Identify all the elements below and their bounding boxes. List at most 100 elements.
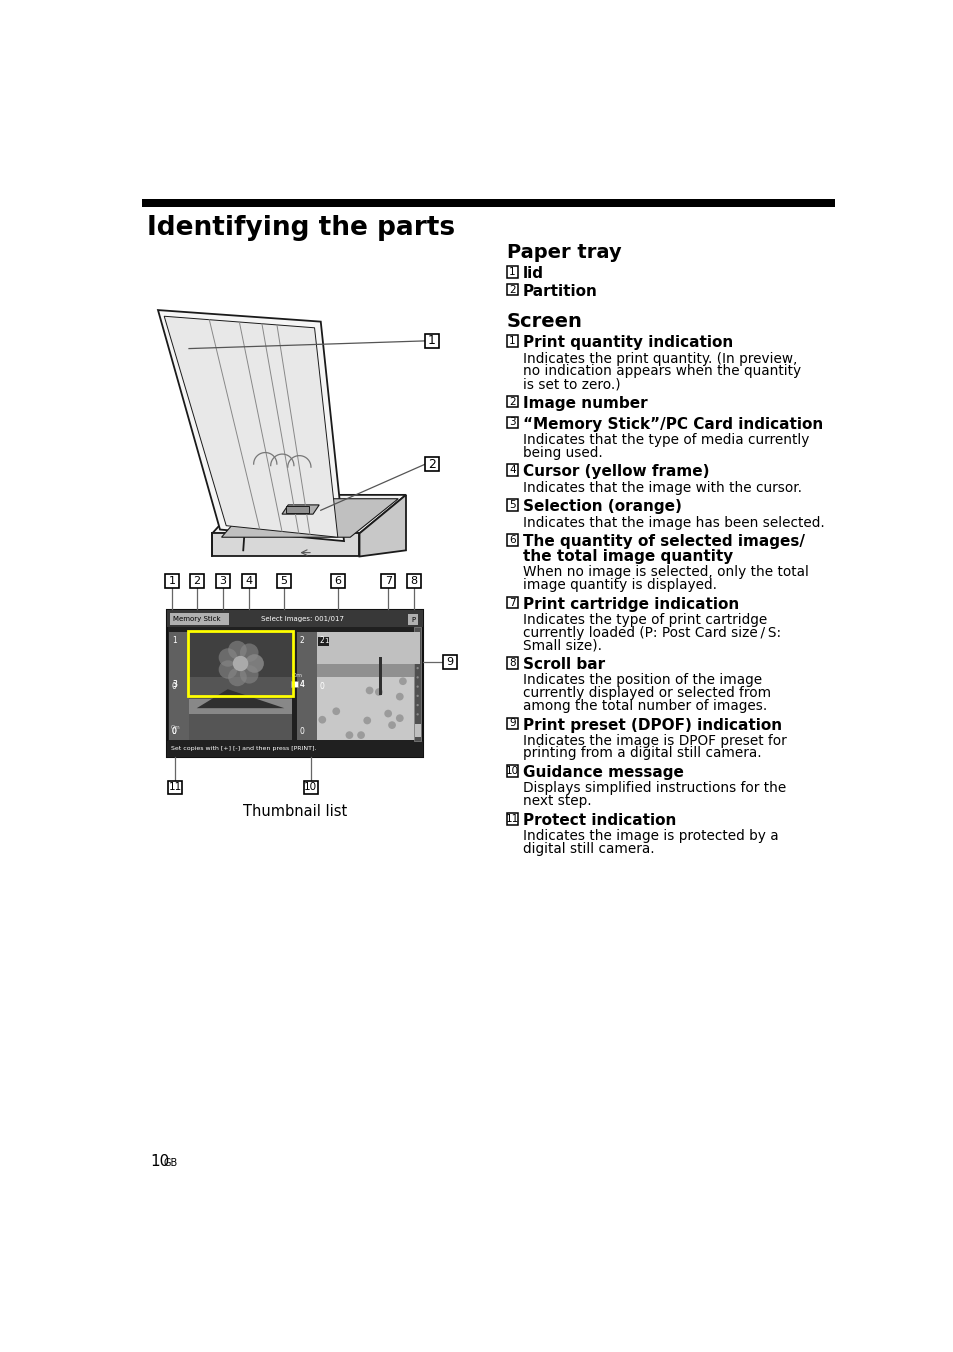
Circle shape [356, 731, 365, 740]
Circle shape [332, 707, 340, 715]
Circle shape [416, 704, 418, 706]
Text: Select Images: 001/017: Select Images: 001/017 [261, 617, 344, 622]
Text: currently displayed or selected from: currently displayed or selected from [522, 685, 770, 700]
Circle shape [388, 721, 395, 729]
Text: Print cartridge indication: Print cartridge indication [522, 596, 739, 611]
Text: 9: 9 [446, 657, 454, 667]
Circle shape [363, 717, 371, 725]
Circle shape [384, 710, 392, 718]
Text: 0: 0 [172, 727, 176, 735]
Text: 1: 1 [323, 638, 328, 644]
Text: 10: 10 [150, 1155, 170, 1169]
Text: 8: 8 [509, 658, 516, 668]
Bar [242, 575, 256, 588]
Text: Indicates that the image has been selected.: Indicates that the image has been select… [522, 515, 824, 530]
Circle shape [416, 695, 418, 698]
Text: 1: 1 [172, 635, 176, 645]
Bar [414, 627, 421, 741]
Bar [316, 676, 419, 740]
Bar [276, 575, 291, 588]
Text: Scroll bar: Scroll bar [522, 657, 604, 672]
Bar [167, 610, 422, 627]
Bar [506, 765, 517, 777]
Text: “Memory Stick”/PC Card indication: “Memory Stick”/PC Card indication [522, 416, 822, 431]
Text: 6: 6 [509, 535, 516, 545]
Text: 3: 3 [172, 680, 176, 690]
Text: no indication appears when the quantity: no indication appears when the quantity [522, 364, 801, 379]
Circle shape [416, 667, 418, 669]
Bar [316, 631, 419, 695]
Polygon shape [196, 690, 284, 708]
Text: 0: 0 [319, 683, 325, 691]
Bar [296, 631, 316, 695]
Circle shape [375, 688, 382, 696]
Bar [506, 813, 517, 825]
Circle shape [416, 676, 418, 679]
Text: Partition: Partition [522, 284, 598, 299]
Text: printing from a digital still camera.: printing from a digital still camera. [522, 746, 760, 760]
Text: Set copies with [+] [-] and then press [PRINT].: Set copies with [+] [-] and then press [… [171, 746, 316, 752]
Text: 4: 4 [509, 465, 516, 475]
Text: 2: 2 [509, 396, 516, 407]
Text: 1: 1 [509, 266, 516, 277]
Bar [171, 612, 229, 625]
Text: the total image quantity: the total image quantity [522, 549, 733, 564]
Text: image quantity is displayed.: image quantity is displayed. [522, 577, 717, 592]
Text: 11: 11 [169, 783, 181, 792]
Text: currently loaded (P: Post Card size / S:: currently loaded (P: Post Card size / S: [522, 626, 781, 639]
Text: 11: 11 [505, 814, 518, 823]
Polygon shape [212, 495, 406, 534]
Text: 5: 5 [280, 576, 287, 587]
Circle shape [245, 654, 264, 673]
Text: Om: Om [291, 672, 302, 677]
Text: Selection (orange): Selection (orange) [522, 499, 681, 514]
Bar [286, 507, 309, 512]
Text: 1: 1 [427, 334, 436, 347]
Bar [378, 657, 381, 695]
Bar [506, 718, 517, 729]
Bar [167, 741, 422, 757]
Text: 0: 0 [172, 683, 176, 691]
Text: Indicates the type of print cartridge: Indicates the type of print cartridge [522, 612, 766, 627]
Bar [506, 534, 517, 546]
Circle shape [245, 654, 264, 673]
Text: When no image is selected, only the total: When no image is selected, only the tota… [522, 565, 808, 579]
Bar [424, 334, 438, 347]
Polygon shape [164, 316, 337, 537]
Text: 4: 4 [299, 680, 304, 690]
Text: 10: 10 [304, 783, 317, 792]
Bar [415, 723, 420, 737]
Bar [296, 676, 316, 740]
Bar [506, 396, 517, 407]
Polygon shape [359, 495, 406, 557]
Text: 6: 6 [334, 576, 341, 587]
Circle shape [416, 685, 418, 688]
Polygon shape [221, 499, 397, 537]
Circle shape [416, 713, 418, 715]
Bar [169, 631, 189, 695]
Bar [142, 199, 835, 207]
Bar [169, 676, 189, 740]
Text: digital still camera.: digital still camera. [522, 842, 654, 856]
Bar [407, 614, 418, 625]
Bar [167, 610, 422, 757]
Bar [506, 596, 517, 608]
Text: Indicates the position of the image: Indicates the position of the image [522, 673, 761, 687]
Bar [316, 631, 419, 664]
Bar [406, 575, 420, 588]
Text: 8: 8 [410, 576, 416, 587]
Text: Indicates the image is protected by a: Indicates the image is protected by a [522, 829, 778, 844]
Text: 5: 5 [509, 500, 516, 510]
Text: Memory Stick: Memory Stick [173, 617, 221, 622]
Text: Small size).: Small size). [522, 638, 601, 652]
Text: 3: 3 [219, 576, 227, 587]
Text: Displays simplified instructions for the: Displays simplified instructions for the [522, 781, 785, 795]
Text: 0: 0 [172, 727, 176, 735]
Text: is set to zero.): is set to zero.) [522, 377, 620, 391]
Text: P: P [411, 617, 415, 623]
Circle shape [398, 677, 406, 685]
Circle shape [240, 644, 258, 662]
Text: Screen: Screen [506, 312, 582, 331]
Text: 10: 10 [505, 767, 518, 776]
Text: 3: 3 [509, 418, 516, 427]
